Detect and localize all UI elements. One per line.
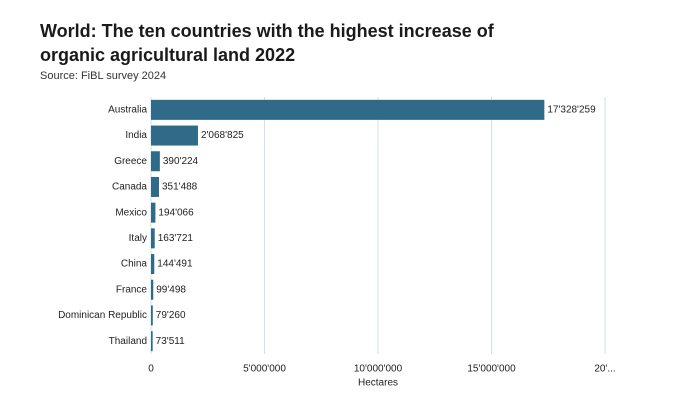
- y-tick-label: Mexico: [115, 207, 147, 218]
- bar: [151, 331, 153, 352]
- value-label: 99'498: [156, 284, 186, 295]
- x-tick-label: 20'...: [594, 364, 615, 375]
- bar: [151, 176, 159, 197]
- x-tick-label: 0: [148, 364, 154, 375]
- y-tick-label: China: [121, 259, 148, 270]
- y-tick-label: Greece: [114, 156, 147, 167]
- x-tick-label: 5'000'000: [243, 364, 286, 375]
- value-label: 17'328'259: [547, 104, 596, 115]
- subtitle: Source: FiBL survey 2024: [40, 70, 166, 82]
- y-tick-label: Canada: [112, 182, 147, 193]
- bar: [151, 99, 545, 120]
- bar: [151, 125, 198, 146]
- bar: [151, 305, 153, 326]
- y-tick-label: Australia: [108, 104, 147, 115]
- value-label: 390'224: [163, 156, 199, 167]
- value-label: 163'721: [158, 233, 194, 244]
- y-tick-label: Thailand: [109, 336, 147, 347]
- y-tick-label: India: [125, 130, 147, 141]
- x-tick-label: 10'000'000: [354, 364, 403, 375]
- bar: [151, 254, 155, 275]
- bar: [151, 228, 155, 249]
- value-label: 73'511: [156, 336, 185, 347]
- y-tick-label: France: [116, 284, 148, 295]
- value-label: 79'260: [156, 310, 186, 321]
- value-label: 2'068'825: [201, 130, 244, 141]
- bar: [151, 202, 156, 223]
- y-tick-label: Dominican Republic: [58, 310, 147, 321]
- y-tick-label: Italy: [129, 233, 147, 244]
- value-label: 194'066: [158, 207, 194, 218]
- chart-title: World: The ten countries with the highes…: [40, 21, 495, 41]
- x-axis-label: Hectares: [358, 378, 398, 389]
- chart-title: organic agricultural land 2022: [40, 45, 295, 65]
- bar: [151, 151, 160, 172]
- x-tick-label: 15'000'000: [467, 364, 516, 375]
- bar: [151, 279, 154, 300]
- value-label: 144'491: [157, 259, 193, 270]
- value-label: 351'488: [162, 182, 198, 193]
